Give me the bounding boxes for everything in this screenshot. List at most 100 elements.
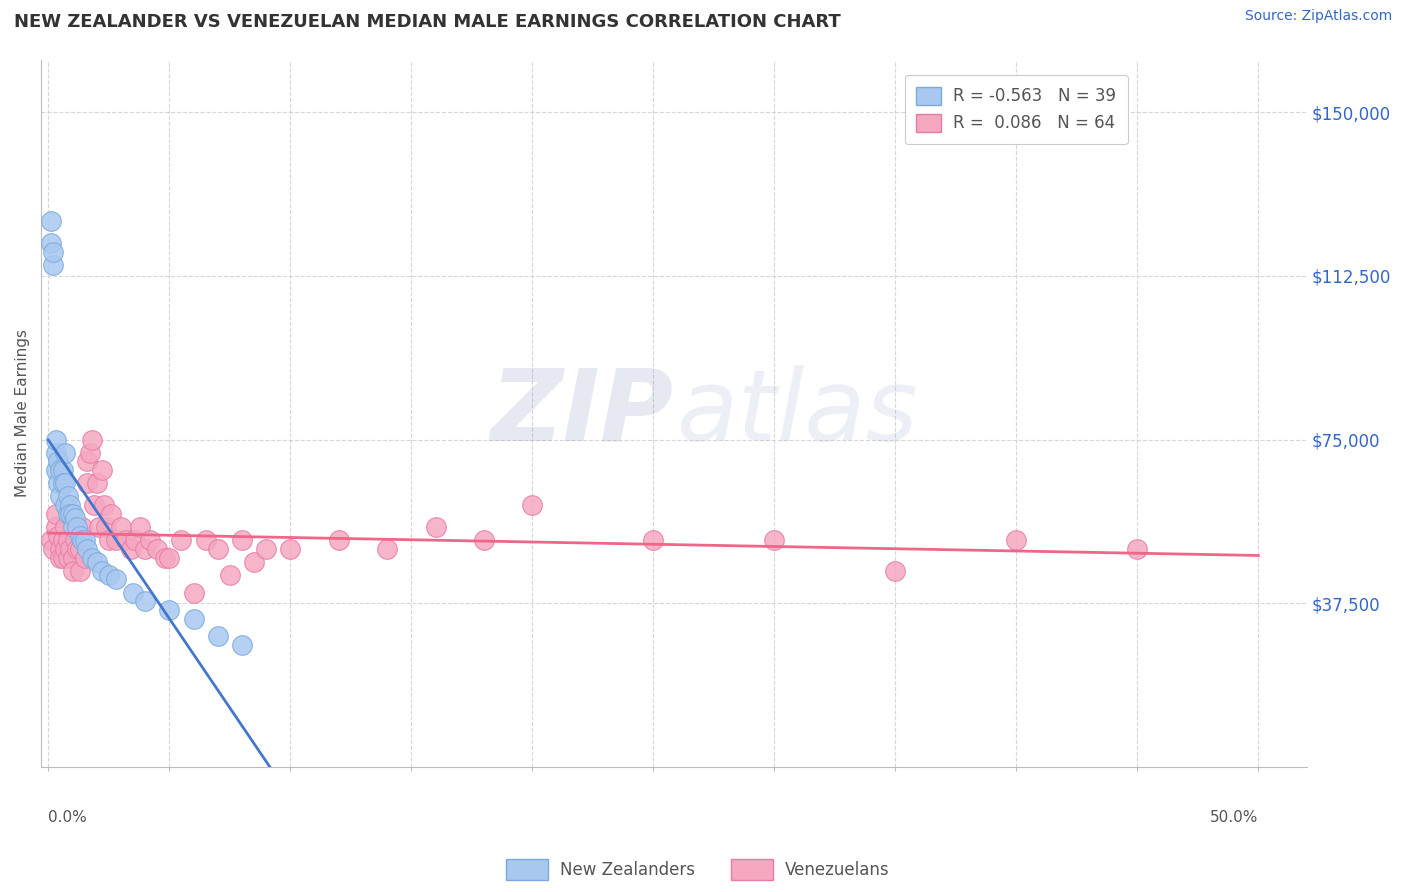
Point xyxy=(49,541,72,556)
Point xyxy=(45,433,67,447)
Point xyxy=(122,585,145,599)
Point xyxy=(45,446,67,460)
Point xyxy=(129,520,152,534)
Point xyxy=(52,533,75,548)
Point xyxy=(120,541,142,556)
Point xyxy=(53,476,76,491)
Point xyxy=(76,454,98,468)
Point xyxy=(207,629,229,643)
Point xyxy=(375,541,398,556)
Point xyxy=(328,533,350,548)
Point xyxy=(49,550,72,565)
Point xyxy=(56,533,79,548)
Text: atlas: atlas xyxy=(676,365,918,462)
Point xyxy=(56,507,79,521)
Point xyxy=(280,541,302,556)
Point xyxy=(884,564,907,578)
Point xyxy=(93,498,115,512)
Text: ZIP: ZIP xyxy=(491,365,673,462)
Point xyxy=(76,476,98,491)
Point xyxy=(52,463,75,477)
Point xyxy=(53,541,76,556)
Point xyxy=(243,555,266,569)
Point xyxy=(134,594,156,608)
Point xyxy=(100,507,122,521)
Text: NEW ZEALANDER VS VENEZUELAN MEDIAN MALE EARNINGS CORRELATION CHART: NEW ZEALANDER VS VENEZUELAN MEDIAN MALE … xyxy=(14,13,841,31)
Point xyxy=(763,533,786,548)
Point xyxy=(97,533,120,548)
Point xyxy=(70,520,93,534)
Point xyxy=(425,520,447,534)
Point xyxy=(45,520,67,534)
Point xyxy=(45,463,67,477)
Point xyxy=(45,507,67,521)
Point xyxy=(96,520,118,534)
Point xyxy=(53,520,76,534)
Point xyxy=(56,490,79,504)
Text: 0.0%: 0.0% xyxy=(48,810,87,825)
Point xyxy=(49,490,72,504)
Point xyxy=(231,533,253,548)
Point xyxy=(59,498,82,512)
Point xyxy=(110,520,132,534)
Point xyxy=(97,568,120,582)
Point xyxy=(56,550,79,565)
Point xyxy=(157,603,180,617)
Point xyxy=(79,446,101,460)
Y-axis label: Median Male Earnings: Median Male Earnings xyxy=(15,329,30,498)
Point xyxy=(89,520,111,534)
Point xyxy=(62,564,84,578)
Point xyxy=(63,533,86,548)
Point xyxy=(39,533,62,548)
Text: Venezuelans: Venezuelans xyxy=(785,861,889,879)
Point xyxy=(153,550,176,565)
Point xyxy=(59,507,82,521)
Point xyxy=(114,533,136,548)
Point xyxy=(66,541,89,556)
Point xyxy=(39,235,62,250)
Point xyxy=(139,533,162,548)
Point xyxy=(69,529,91,543)
Point xyxy=(53,446,76,460)
Point xyxy=(59,541,82,556)
Point xyxy=(134,541,156,556)
Point xyxy=(46,529,69,543)
Point xyxy=(183,612,205,626)
Point xyxy=(42,244,65,259)
Point xyxy=(73,550,96,565)
Text: Source: ZipAtlas.com: Source: ZipAtlas.com xyxy=(1244,9,1392,23)
Point xyxy=(42,541,65,556)
Point xyxy=(80,433,103,447)
Point xyxy=(157,550,180,565)
Point xyxy=(1005,533,1028,548)
Point xyxy=(62,507,84,521)
Point xyxy=(472,533,495,548)
Text: New Zealanders: New Zealanders xyxy=(560,861,695,879)
Point xyxy=(53,498,76,512)
Legend: R = -0.563   N = 39, R =  0.086   N = 64: R = -0.563 N = 39, R = 0.086 N = 64 xyxy=(904,75,1128,144)
Point xyxy=(46,454,69,468)
Point xyxy=(183,585,205,599)
Point xyxy=(231,638,253,652)
Point xyxy=(194,533,217,548)
Point xyxy=(69,541,91,556)
Point xyxy=(86,476,108,491)
Point xyxy=(146,541,169,556)
Point xyxy=(90,564,112,578)
Point xyxy=(254,541,277,556)
Point xyxy=(1126,541,1149,556)
Point xyxy=(70,533,93,548)
Point xyxy=(207,541,229,556)
Point xyxy=(105,533,128,548)
Point xyxy=(218,568,240,582)
Point xyxy=(63,511,86,525)
Point xyxy=(124,533,146,548)
Point xyxy=(643,533,665,548)
Point xyxy=(49,463,72,477)
Point xyxy=(86,555,108,569)
Text: 50.0%: 50.0% xyxy=(1211,810,1258,825)
Point xyxy=(83,498,105,512)
Point xyxy=(39,214,62,228)
Point xyxy=(90,463,112,477)
Point xyxy=(52,550,75,565)
